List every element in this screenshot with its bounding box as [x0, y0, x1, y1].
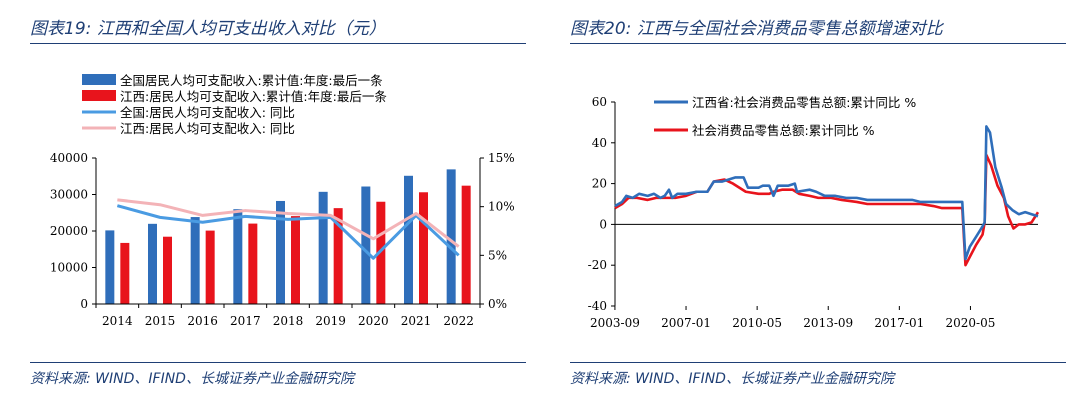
y-left-tick-label: 10000 — [50, 261, 88, 275]
x-tick-label: 2015 — [145, 314, 176, 328]
jiangxi-retail-line — [614, 125, 1039, 261]
jiangxi-income-bar — [291, 216, 300, 304]
national-retail-line — [614, 153, 1040, 267]
x-tick-label: 2020 — [358, 314, 389, 328]
y-left-tick-label: 40000 — [50, 151, 88, 165]
legend-label: 全国居民人均可支配收入:累计值:年度:最后一条 — [120, 73, 383, 88]
national-income-bar — [361, 186, 371, 304]
x-tick-label: 2014 — [102, 314, 133, 328]
jiangxi-income-bar — [461, 185, 471, 304]
legend-label: 全国:居民人均可支配收入: 同比 — [120, 105, 295, 120]
national-income-bar — [190, 217, 200, 304]
right-title-rule — [570, 43, 1066, 44]
y-left-tick-label: 30000 — [50, 188, 88, 202]
left-figure-title: 图表19: 江西和全国人均可支出收入对比（元） — [30, 19, 386, 39]
legend-swatch — [82, 74, 116, 85]
jiangxi-income-bar — [205, 230, 215, 304]
national-income-bar — [318, 191, 328, 304]
x-tick-label: 2007-01 — [661, 316, 711, 330]
jiangxi-income-bar — [419, 192, 428, 304]
jiangxi-income-bar — [163, 236, 172, 304]
national-income-bar — [105, 230, 115, 304]
y-tick-label: 0 — [599, 217, 607, 231]
x-tick-label: 2022 — [443, 314, 474, 328]
x-tick-label: 2021 — [401, 314, 432, 328]
x-tick-label: 2019 — [315, 314, 346, 328]
right-source-note: 资料来源: WIND、IFIND、长城证券产业金融研究院 — [570, 371, 894, 387]
left-source-rule — [30, 362, 526, 363]
x-tick-label: 2010-05 — [732, 316, 782, 330]
y-tick-label: -40 — [588, 299, 607, 313]
x-tick-label: 2018 — [273, 314, 304, 328]
jiangxi-income-bar — [248, 223, 258, 304]
legend-swatch — [82, 90, 116, 101]
x-tick-label: 2017 — [230, 314, 261, 328]
jiangxi-income-bar — [333, 208, 343, 304]
national-income-bar — [148, 223, 157, 304]
jiangxi-growth-line — [117, 198, 460, 248]
x-tick-label: 2013-09 — [803, 316, 853, 330]
national-income-bar — [233, 209, 243, 304]
x-tick-label: 2003-09 — [590, 316, 640, 330]
y-right-tick-label: 5% — [488, 248, 507, 262]
x-tick-label: 2016 — [187, 314, 218, 328]
y-tick-label: -20 — [588, 258, 607, 272]
left-panel: 图表19: 江西和全国人均可支出收入对比（元） 0 10000 20000 30000… — [30, 19, 526, 387]
legend-label: 社会消费品零售总额:累计同比 % — [692, 123, 875, 138]
y-tick-label: 60 — [592, 95, 607, 109]
right-source-rule — [570, 362, 1066, 363]
national-growth-line — [116, 204, 460, 260]
y-tick-label: 40 — [592, 136, 607, 150]
legend-label: 江西:居民人均可支配收入: 同比 — [120, 121, 295, 136]
left-source-note: 资料来源: WIND、IFIND、长城证券产业金融研究院 — [30, 371, 354, 387]
national-income-bar — [404, 175, 413, 304]
jiangxi-income-bar — [120, 242, 130, 304]
y-right-tick-label: 15% — [488, 151, 515, 165]
retail-sales-growth-chart: -40 -20 0 20 40 60 2003-09 2007-01 2010-05 2013-0… — [588, 95, 1040, 330]
y-left-tick-label: 20000 — [50, 224, 88, 238]
x-tick-label: 2020-05 — [946, 316, 996, 330]
y-right-tick-label: 10% — [488, 200, 515, 214]
jiangxi-income-bar — [376, 201, 386, 304]
y-right-tick-label: 0% — [488, 297, 507, 311]
right-panel: 图表20: 江西与全国社会消费品零售总额增速对比 -40 -20 0 20 40 60 20… — [540, 0, 1080, 402]
income-comparison-chart: 0 10000 20000 30000 40000 0% 5% 10% 15% 2014 2015 2… — [50, 73, 515, 328]
national-income-bar — [446, 169, 456, 304]
national-income-bar — [276, 200, 285, 304]
legend-label: 江西:居民人均可支配收入:累计值:年度:最后一条 — [120, 89, 387, 104]
y-left-tick-label: 0 — [80, 297, 88, 311]
right-figure-title: 图表20: 江西与全国社会消费品零售总额增速对比 — [570, 19, 943, 39]
legend-label: 江西省:社会消费品零售总额:累计同比 % — [692, 95, 916, 110]
x-tick-label: 2017-01 — [874, 316, 924, 330]
y-tick-label: 20 — [592, 177, 607, 191]
left-title-rule — [30, 43, 526, 44]
